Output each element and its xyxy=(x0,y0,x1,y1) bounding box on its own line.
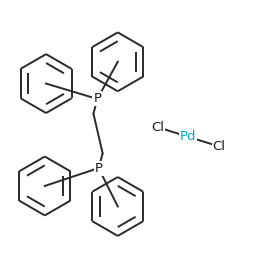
Text: Pd: Pd xyxy=(180,130,196,143)
Text: Cl: Cl xyxy=(212,140,225,153)
Text: P: P xyxy=(93,92,101,105)
Text: Cl: Cl xyxy=(151,121,164,134)
Text: P: P xyxy=(94,162,103,175)
